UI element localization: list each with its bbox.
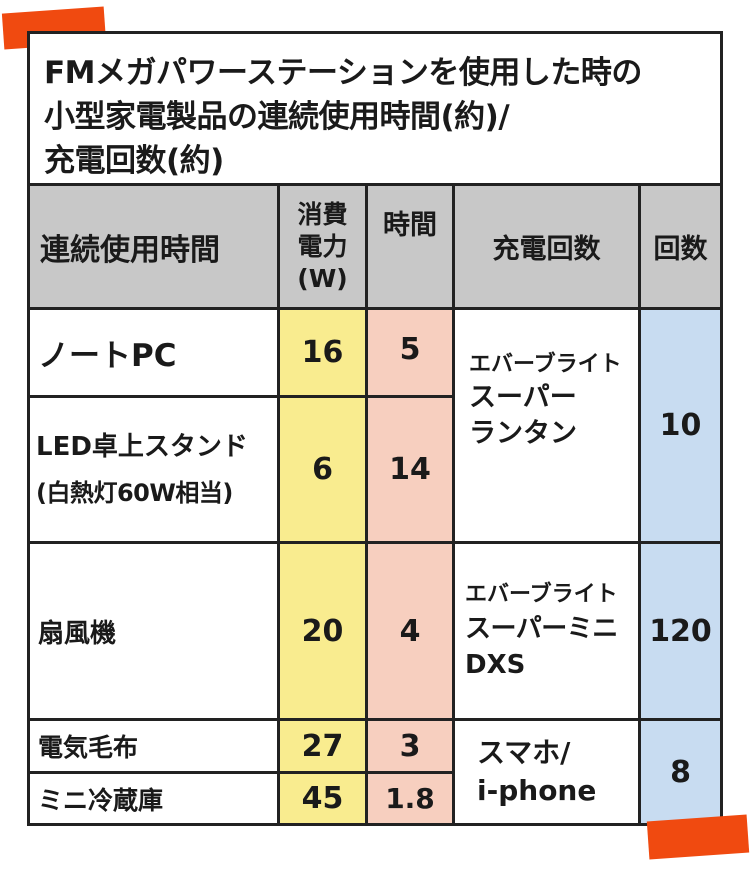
count-value: 10 bbox=[659, 408, 702, 443]
power-value: 20 bbox=[301, 613, 344, 649]
hours-value: 5 bbox=[399, 332, 421, 367]
header-hours: 時間 bbox=[368, 186, 455, 310]
table-row-device: 電気毛布 bbox=[30, 721, 280, 774]
charge-device-cell: エバーブライト スーパー ランタン bbox=[455, 310, 641, 544]
count-cell: 10 bbox=[641, 310, 720, 544]
charge-device-cell: エバーブライト スーパーミニ DXS bbox=[455, 544, 641, 721]
header-power-line-1: 消費 bbox=[297, 199, 348, 229]
title-line-1: FMメガパワーステーションを使用した時の bbox=[44, 55, 642, 91]
header-charge-label: 充電回数 bbox=[492, 234, 601, 265]
hours-cell: 1.8 bbox=[368, 774, 455, 823]
power-cell: 6 bbox=[280, 398, 368, 544]
title-divider bbox=[27, 183, 723, 186]
device-label: 電気毛布 bbox=[38, 733, 139, 762]
table-row-device: ノートPC bbox=[30, 310, 280, 398]
hours-value: 3 bbox=[399, 728, 421, 764]
header-hours-label: 時間 bbox=[383, 210, 437, 241]
header-count: 回数 bbox=[641, 186, 720, 310]
hours-cell: 5 bbox=[368, 310, 455, 398]
power-cell: 20 bbox=[280, 544, 368, 721]
charge-device-line-1: エバーブライト bbox=[465, 582, 618, 607]
power-value: 45 bbox=[301, 781, 344, 816]
title-line-3: 充電回数(約) bbox=[44, 143, 224, 179]
device-label: ノートPC bbox=[38, 338, 177, 374]
header-usage-time: 連続使用時間 bbox=[30, 186, 280, 310]
charge-device-cell: スマホ/ i-phone bbox=[455, 721, 641, 823]
charge-device-line-3: DXS bbox=[465, 650, 526, 680]
charge-device-line-1: スマホ/ bbox=[477, 736, 571, 769]
power-value: 27 bbox=[301, 728, 344, 764]
hours-value: 14 bbox=[389, 452, 431, 487]
hours-cell: 4 bbox=[368, 544, 455, 721]
table-row-device: 扇風機 bbox=[30, 544, 280, 721]
count-cell: 120 bbox=[641, 544, 720, 721]
count-value: 8 bbox=[670, 754, 691, 790]
charge-device-line-2: i-phone bbox=[477, 774, 597, 807]
device-label-line-2: (白熱灯60W相当) bbox=[36, 478, 233, 507]
count-cell: 8 bbox=[641, 721, 720, 823]
hours-cell: 14 bbox=[368, 398, 455, 544]
header-usage-label: 連続使用時間 bbox=[40, 232, 220, 268]
table-row-device: LED卓上スタンド (白熱灯60W相当) bbox=[30, 398, 280, 544]
device-label: 扇風機 bbox=[38, 618, 117, 649]
charge-device-line-2: スーパー bbox=[469, 382, 577, 413]
charge-device-line-1: エバーブライト bbox=[469, 352, 622, 377]
header-power: 消費 電力 (W) bbox=[280, 186, 368, 310]
power-cell: 27 bbox=[280, 721, 368, 774]
tape-decoration-bottom-right bbox=[646, 814, 750, 860]
power-value: 16 bbox=[301, 335, 344, 370]
device-label: ミニ冷蔵庫 bbox=[38, 785, 164, 815]
device-label-line-1: LED卓上スタンド bbox=[36, 431, 248, 462]
hours-value: 1.8 bbox=[385, 782, 435, 815]
header-power-unit: (W) bbox=[297, 263, 348, 293]
hours-value: 4 bbox=[399, 613, 421, 649]
header-power-line-2: 電力 bbox=[297, 231, 348, 261]
table-row-device: ミニ冷蔵庫 bbox=[30, 774, 280, 823]
power-cell: 45 bbox=[280, 774, 368, 823]
power-cell: 16 bbox=[280, 310, 368, 398]
charge-device-line-3: ランタン bbox=[469, 418, 577, 449]
title-line-2: 小型家電製品の連続使用時間(約)/ bbox=[44, 99, 510, 135]
table-title: FMメガパワーステーションを使用した時の 小型家電製品の連続使用時間(約)/ 充… bbox=[30, 33, 720, 183]
header-count-label: 回数 bbox=[653, 234, 708, 265]
power-value: 6 bbox=[312, 452, 333, 487]
header-charge: 充電回数 bbox=[455, 186, 641, 310]
count-value: 120 bbox=[649, 613, 712, 649]
charge-device-line-2: スーパーミニ bbox=[465, 614, 618, 644]
hours-cell: 3 bbox=[368, 721, 455, 774]
